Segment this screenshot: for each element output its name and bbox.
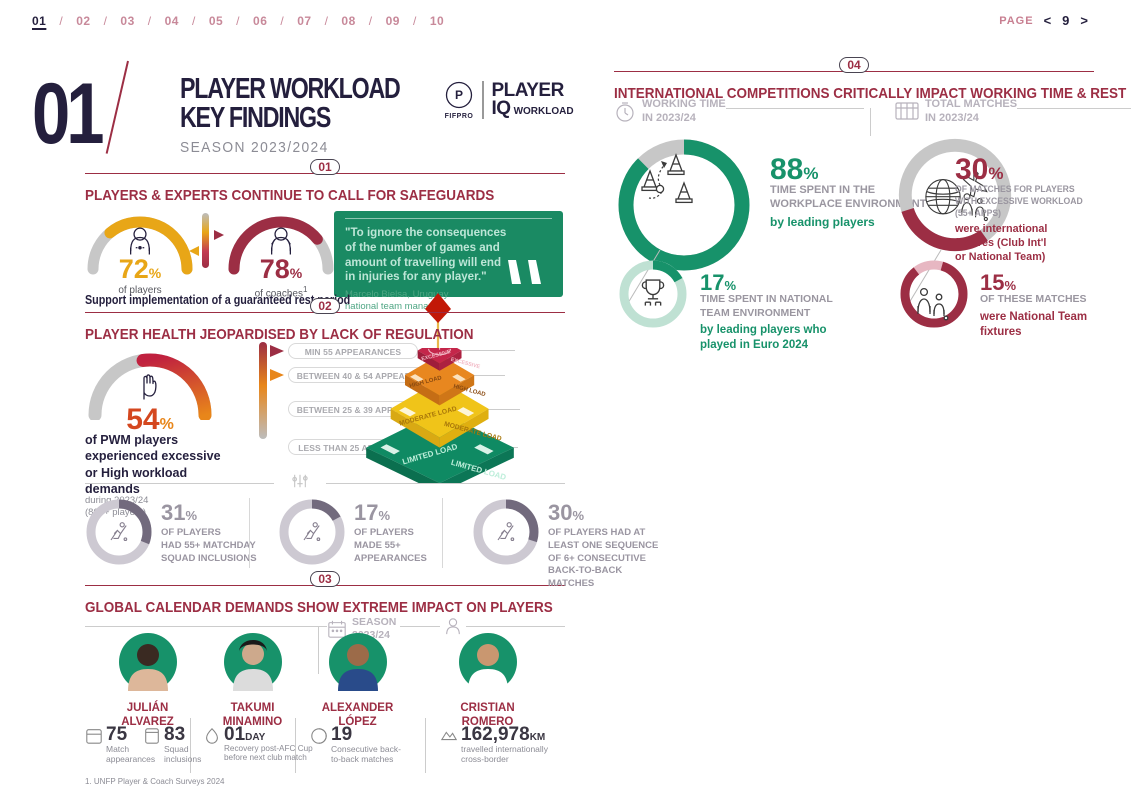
svg-text:P: P <box>455 88 463 102</box>
